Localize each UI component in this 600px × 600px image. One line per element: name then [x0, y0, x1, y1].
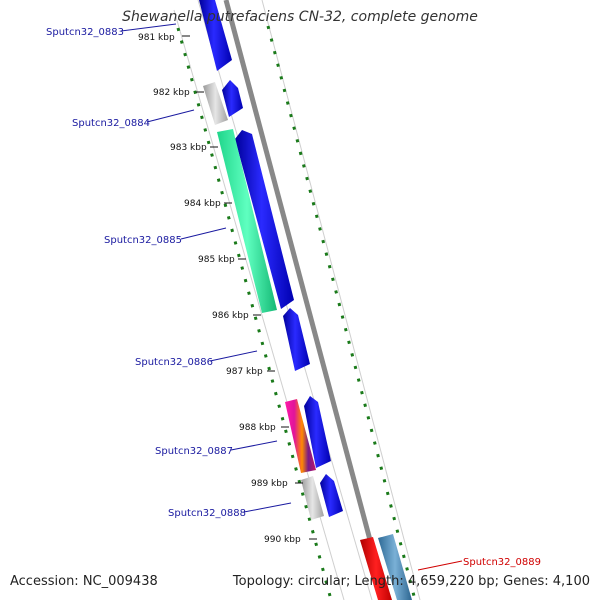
scale-tick-label-983: 983 kbp [170, 143, 207, 153]
feature-gray-0884 [203, 82, 228, 125]
cds-arrow-0887 [304, 396, 331, 468]
scale-tick-label-989: 989 kbp [251, 479, 288, 489]
gene-label-0886[interactable]: Sputcn32_0886 [135, 357, 213, 368]
scale-tick-label-986: 986 kbp [212, 311, 249, 321]
map-title: Shewanella putrefaciens CN-32, complete … [122, 9, 478, 25]
gene-label-leaders [120, 23, 463, 571]
cds-arrow-0888 [320, 474, 343, 517]
scale-tick-label-990: 990 kbp [264, 535, 301, 545]
gene-label-0885[interactable]: Sputcn32_0885 [104, 235, 182, 246]
scale-tick-label-985: 985 kbp [198, 255, 235, 265]
leader-0889 [417, 560, 463, 571]
genome-summary-text: Topology: circular; Length: 4,659,220 bp… [232, 574, 590, 589]
cds-arrow-0884 [222, 80, 243, 117]
cds-arrow-0886 [283, 308, 310, 371]
cds-arrow-0883 [199, 0, 232, 71]
scale-tick-label-984: 984 kbp [184, 199, 221, 209]
scale-ticks: 981 kbp 982 kbp 983 kbp 984 kbp 985 kbp … [138, 33, 317, 545]
leader-0883 [120, 23, 177, 32]
gene-label-0887[interactable]: Sputcn32_0887 [155, 446, 233, 457]
genome-backbone [223, 0, 389, 600]
leader-0884 [146, 109, 195, 123]
scale-tick-label-982: 982 kbp [153, 88, 190, 98]
gene-label-0884[interactable]: Sputcn32_0884 [72, 118, 150, 129]
accession-text: Accession: NC_009438 [10, 574, 158, 589]
feature-gray-0888 [301, 476, 324, 520]
scale-tick-label-981: 981 kbp [138, 33, 175, 43]
leader-0887 [230, 440, 278, 451]
leader-0888 [243, 502, 292, 513]
feature-green-0885 [217, 129, 277, 313]
cds-arrow-0885 [235, 130, 294, 309]
scale-tick-label-988: 988 kbp [239, 423, 276, 433]
leader-0885 [180, 227, 227, 240]
track-outline-outer [261, 0, 421, 600]
gene-label-0888[interactable]: Sputcn32_0888 [168, 508, 246, 519]
scale-tick-label-987: 987 kbp [226, 367, 263, 377]
gene-labels: Sputcn32_0883 Sputcn32_0884 Sputcn32_088… [46, 27, 541, 568]
gene-label-0883[interactable]: Sputcn32_0883 [46, 27, 124, 38]
feature-red-0889 [360, 537, 392, 600]
gene-label-0889[interactable]: Sputcn32_0889 [463, 557, 541, 568]
feature-multicolor-0887 [285, 399, 316, 473]
leader-0886 [209, 350, 258, 362]
feature-steel-0889 [378, 534, 412, 600]
